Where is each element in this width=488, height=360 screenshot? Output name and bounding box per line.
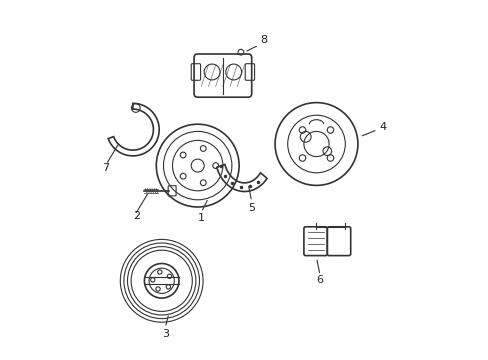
Text: 2: 2: [133, 211, 140, 221]
Text: 6: 6: [316, 275, 323, 285]
Text: 7: 7: [102, 163, 109, 173]
Text: 5: 5: [248, 203, 255, 213]
Text: 3: 3: [162, 329, 168, 339]
Text: 8: 8: [260, 35, 267, 45]
Text: 4: 4: [379, 122, 386, 132]
Text: 1: 1: [197, 213, 204, 224]
